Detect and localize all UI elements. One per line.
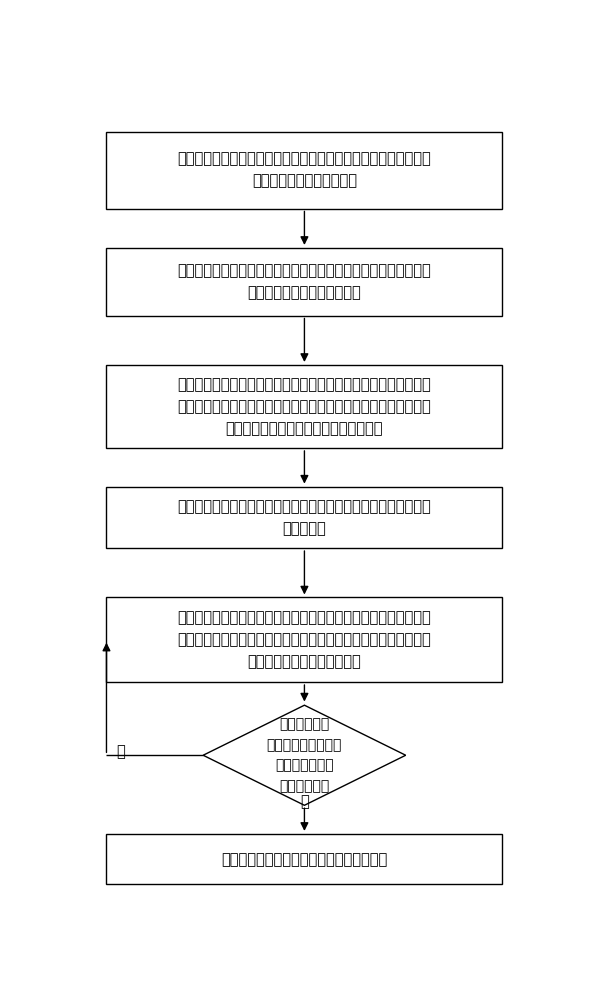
Bar: [106, 365, 503, 448]
Text: 群体极值是否
满足最大的循环代数
或者连续多代最
优解无变化？: 群体极值是否 满足最大的循环代数 或者连续多代最 优解无变化？: [267, 717, 342, 793]
Text: 是: 是: [116, 744, 125, 759]
Text: 否: 否: [300, 794, 309, 809]
Bar: [106, 248, 503, 316]
Text: 第一子种群根据粒子群算法对速度和位置进行更新，第二子种群进
行疫苗接种: 第一子种群根据粒子群算法对速度和位置进行更新，第二子种群进 行疫苗接种: [178, 499, 431, 536]
Text: 获得初始种群各个粒子浓度，得到各粒子的亲和力，并根据各粒子
的亲和力将粒子从高到低排序: 获得初始种群各个粒子浓度，得到各粒子的亲和力，并根据各粒子 的亲和力将粒子从高到…: [178, 263, 431, 300]
Text: 将更新后的第一子种群和疫苗接种后的第二子种群进行合并，获得
新种群，新种群根据粒子群算法对速度和位置进行更新，形成新父
代，更新个体极值和群体极值: 将更新后的第一子种群和疫苗接种后的第二子种群进行合并，获得 新种群，新种群根据粒…: [178, 610, 431, 669]
Bar: [106, 597, 503, 682]
Text: 停止运行并输出结果，获得企业生产总成本: 停止运行并输出结果，获得企业生产总成本: [222, 852, 387, 867]
Bar: [106, 487, 503, 548]
Text: 根据粒子群的最大浓度值的大小，将父代种群分成第一子种群和第
二子种群；所述的第一子种群：由父代亲和力高于设定值的粒子构
成，所述的第二子种群：由剩余粒子构成: 根据粒子群的最大浓度值的大小，将父代种群分成第一子种群和第 二子种群；所述的第一…: [178, 377, 431, 436]
Text: 初始化及建立粒子群：建立一个一定种群数量的粒子群，并对粒子
群的速度和位置进行初始化: 初始化及建立粒子群：建立一个一定种群数量的粒子群，并对粒子 群的速度和位置进行初…: [178, 151, 431, 189]
Polygon shape: [203, 705, 406, 805]
Bar: [106, 834, 503, 884]
Bar: [106, 132, 503, 209]
